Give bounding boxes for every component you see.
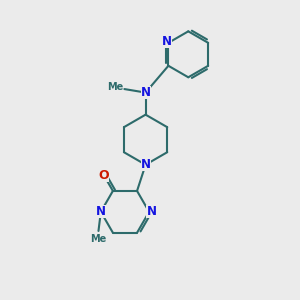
Text: N: N xyxy=(141,158,151,171)
Text: N: N xyxy=(96,205,106,218)
Text: N: N xyxy=(141,86,151,99)
Text: Me: Me xyxy=(107,82,123,92)
Text: N: N xyxy=(162,35,172,48)
Text: N: N xyxy=(146,205,157,218)
Text: O: O xyxy=(98,169,109,182)
Text: Me: Me xyxy=(90,234,106,244)
